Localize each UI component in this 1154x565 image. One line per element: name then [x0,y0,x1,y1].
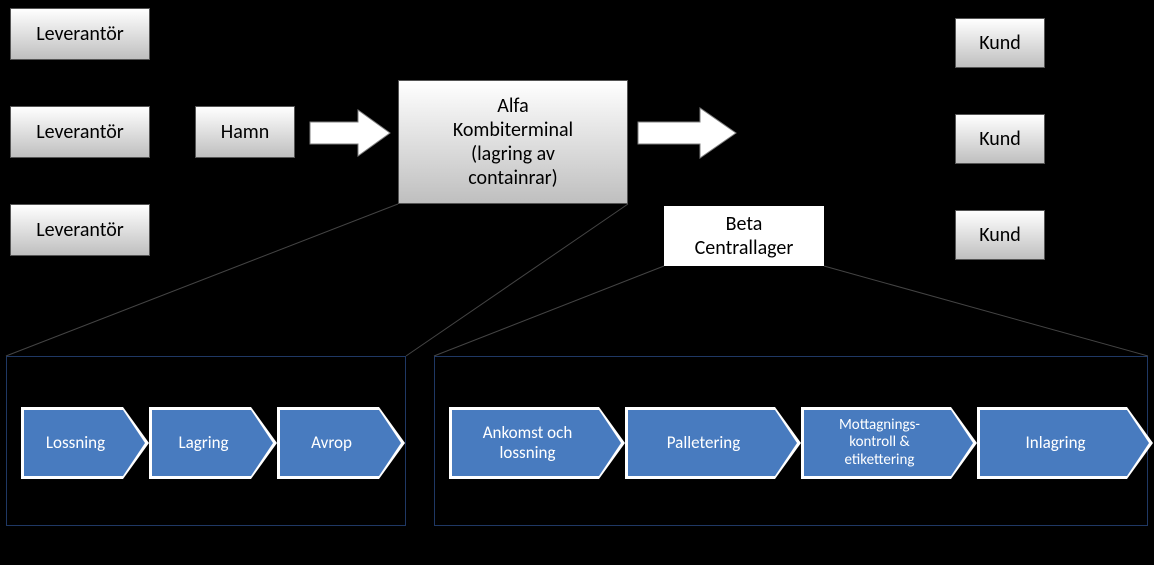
supplier-node: Leverantör [10,204,150,256]
beta-detail-panel: Ankomst och lossning Palletering Mottagn… [434,356,1148,526]
port-node: Hamn [195,106,295,158]
chevron-label: Lagring [178,433,228,453]
alfa-detail-panel: Lossning Lagring Avrop [6,356,406,526]
chevron-step: Avrop [277,407,405,479]
arrow-alfa-out [638,108,736,158]
chevron-step: Inlagring [977,407,1153,479]
supplier-node: Leverantör [10,106,150,158]
customer-label: Kund [979,127,1021,151]
customer-label: Kund [979,31,1021,55]
chevron-label: Lossning [46,433,105,453]
beta-label: Beta Centrallager [695,212,794,260]
customer-node: Kund [955,114,1045,164]
port-label: Hamn [221,120,270,144]
supplier-label: Leverantör [36,218,124,242]
customer-label: Kund [979,223,1021,247]
chevron-step: Mottagnings- kontroll & etikettering [801,407,977,479]
supplier-label: Leverantör [36,22,124,46]
customer-node: Kund [955,18,1045,68]
chevron-label: Inlagring [1025,433,1085,453]
chevron-label: Palletering [667,433,740,453]
chevron-step: Ankomst och lossning [449,407,625,479]
alfa-label: Alfa Kombiterminal (lagring av containra… [453,94,573,190]
chevron-step: Lossning [21,407,149,479]
supplier-label: Leverantör [36,120,124,144]
arrow-port-to-alfa [310,110,390,156]
chevron-step: Lagring [149,407,277,479]
supplier-node: Leverantör [10,8,150,60]
chevron-label: Mottagnings- kontroll & etikettering [839,417,920,469]
chevron-label: Ankomst och lossning [462,423,593,462]
chevron-step: Palletering [625,407,801,479]
chevron-label: Avrop [311,433,352,453]
alfa-node: Alfa Kombiterminal (lagring av containra… [398,80,628,204]
beta-node: Beta Centrallager [664,206,824,266]
customer-node: Kund [955,210,1045,260]
